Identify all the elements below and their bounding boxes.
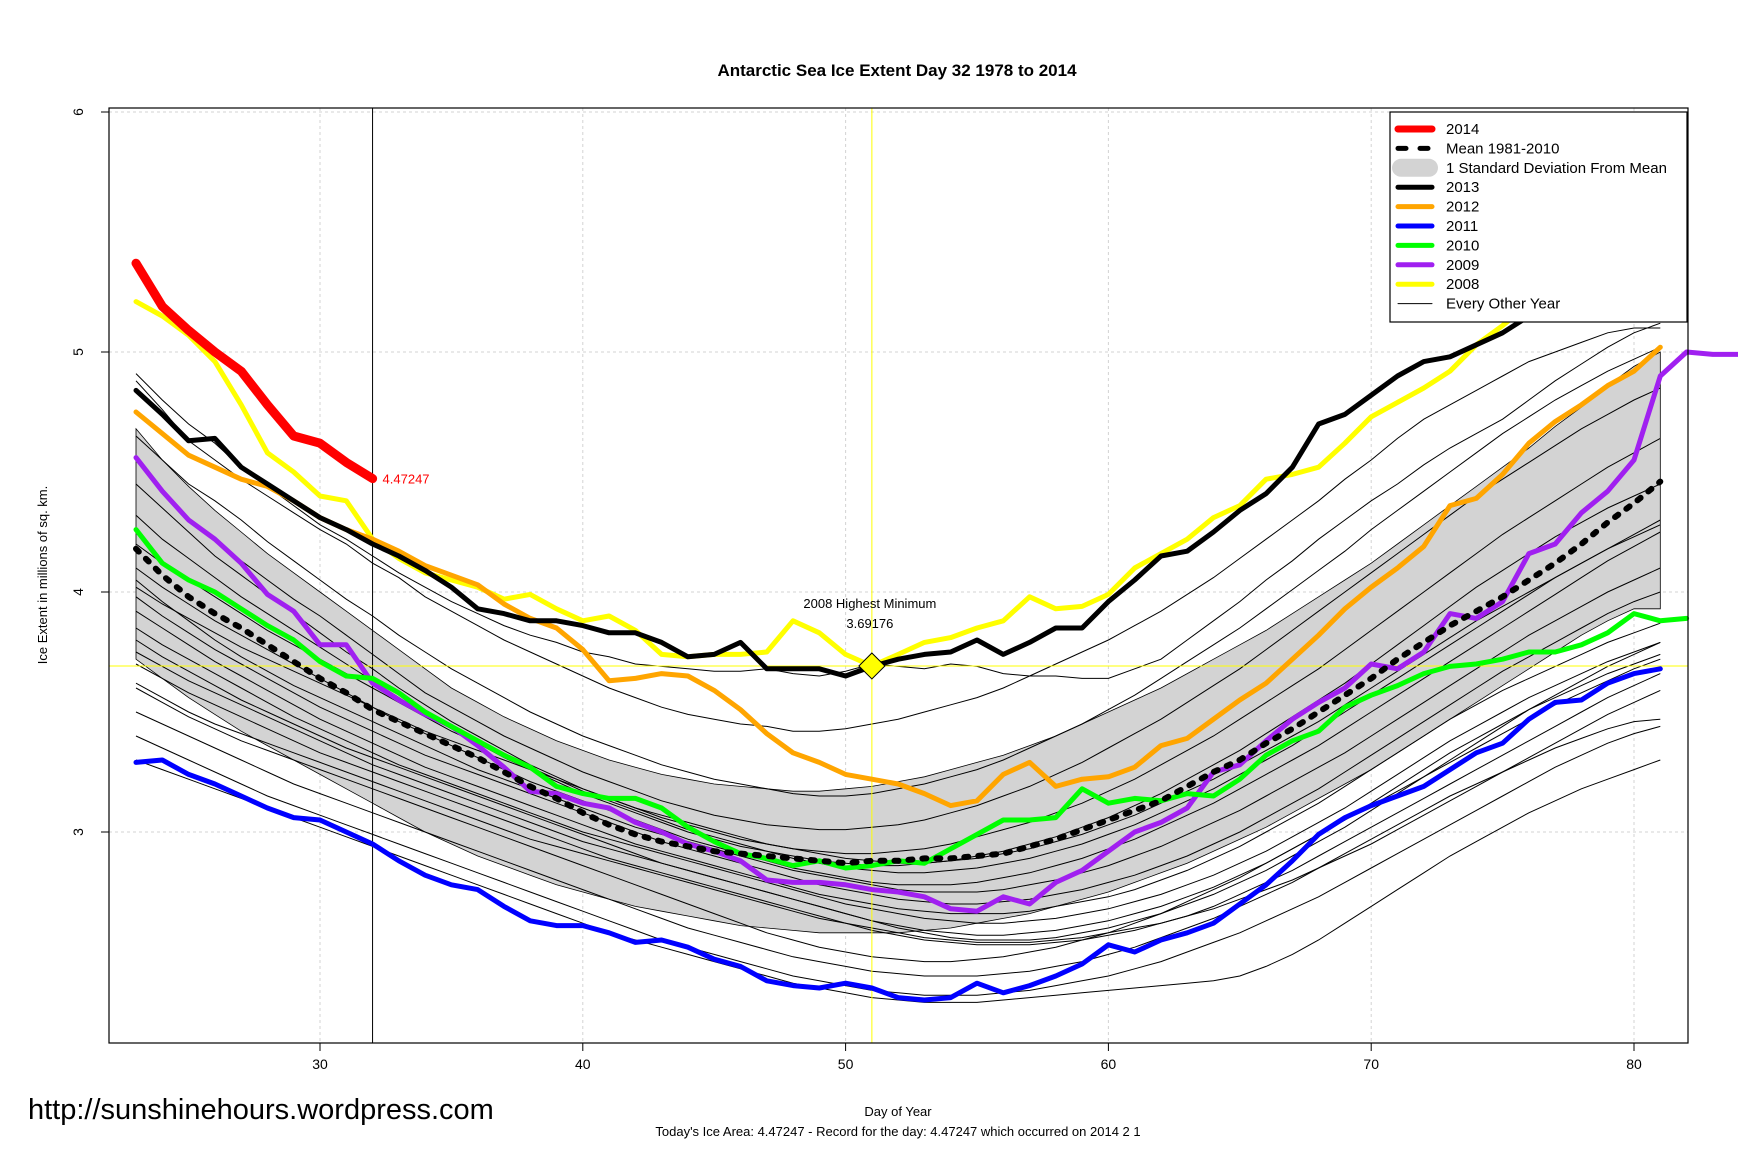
y-tick-label: 5 bbox=[70, 348, 86, 356]
annotation-diamond-marker bbox=[858, 652, 886, 680]
every-other-year-line bbox=[135, 387, 1661, 831]
series-line-2013 bbox=[133, 255, 1663, 679]
x-tick-label: 40 bbox=[575, 1056, 591, 1072]
every-other-year-line bbox=[135, 627, 1661, 924]
y-tick-label: 4 bbox=[70, 588, 86, 596]
legend-label: 2012 bbox=[1446, 199, 1479, 216]
series-line-mean-1981-2010 bbox=[133, 478, 1664, 867]
every-other-year-line bbox=[135, 682, 1661, 943]
highlighted-lines bbox=[131, 140, 1738, 1003]
every-other-year-line bbox=[135, 591, 1661, 905]
chart-title: Antarctic Sea Ice Extent Day 32 1978 to … bbox=[717, 61, 1077, 80]
x-axis-label: Day of Year bbox=[864, 1104, 932, 1119]
every-other-year-line bbox=[135, 725, 1661, 996]
every-other-year-line bbox=[135, 711, 1661, 977]
x-tick-label: 70 bbox=[1363, 1056, 1379, 1072]
x-tick-label: 80 bbox=[1626, 1056, 1642, 1072]
legend-box bbox=[1389, 111, 1688, 323]
sd-band-area bbox=[135, 351, 1661, 934]
legend: 2014 Mean 1981-2010 1 Standard Deviation F… bbox=[1389, 111, 1688, 323]
x-tick-label: 50 bbox=[838, 1056, 854, 1072]
y-tick-label: 6 bbox=[70, 108, 86, 116]
every-other-year-line bbox=[135, 663, 1661, 946]
x-tick-label: 30 bbox=[312, 1056, 328, 1072]
series-line-2009 bbox=[133, 349, 1738, 914]
axes: 30 40 50 60 70 80 3 4 5 6 bbox=[70, 108, 1642, 1072]
y-axis-label: Ice Extent in millions of sq. km. bbox=[35, 486, 50, 664]
annotation-line2: 3.69176 bbox=[846, 616, 893, 631]
legend-label: 2009 bbox=[1446, 257, 1479, 274]
series-line-2014 bbox=[131, 258, 378, 484]
legend-label: 2010 bbox=[1446, 237, 1479, 254]
every-other-year-line bbox=[135, 610, 1661, 915]
plot-frame bbox=[108, 107, 1689, 1044]
sd-band bbox=[135, 351, 1661, 934]
every-other-year-line bbox=[135, 327, 1661, 732]
every-other-year-line bbox=[135, 658, 1661, 963]
legend-label: 2008 bbox=[1446, 276, 1479, 293]
legend-label: Every Other Year bbox=[1446, 296, 1560, 313]
every-other-year-line bbox=[135, 639, 1661, 936]
every-other-year-line bbox=[135, 437, 1661, 855]
y-tick-label: 3 bbox=[70, 828, 86, 836]
series-line-2012 bbox=[133, 344, 1663, 809]
every-other-year-line bbox=[135, 346, 1661, 797]
current-value-label: 4.47247 bbox=[383, 472, 430, 487]
every-other-year-line bbox=[135, 519, 1661, 874]
legend-label: Mean 1981-2010 bbox=[1446, 140, 1559, 157]
annotation-line1: 2008 Highest Minimum bbox=[803, 596, 936, 611]
watermark-url: http://sunshinehours.wordpress.com bbox=[28, 1094, 494, 1126]
legend-label: 2014 bbox=[1446, 121, 1479, 138]
legend-label: 2013 bbox=[1446, 179, 1479, 196]
series-line-2011 bbox=[133, 666, 1663, 1003]
every-other-year-line bbox=[135, 641, 1661, 941]
subtitle: Today's Ice Area: 4.47247 - Record for t… bbox=[655, 1124, 1140, 1139]
legend-label: 1 Standard Deviation From Mean bbox=[1446, 160, 1667, 177]
x-tick-label: 60 bbox=[1101, 1056, 1117, 1072]
annotation: 2008 Highest Minimum 3.69176 bbox=[803, 596, 936, 680]
legend-swatch-band bbox=[1392, 158, 1438, 177]
legend-label: 2011 bbox=[1446, 218, 1478, 235]
